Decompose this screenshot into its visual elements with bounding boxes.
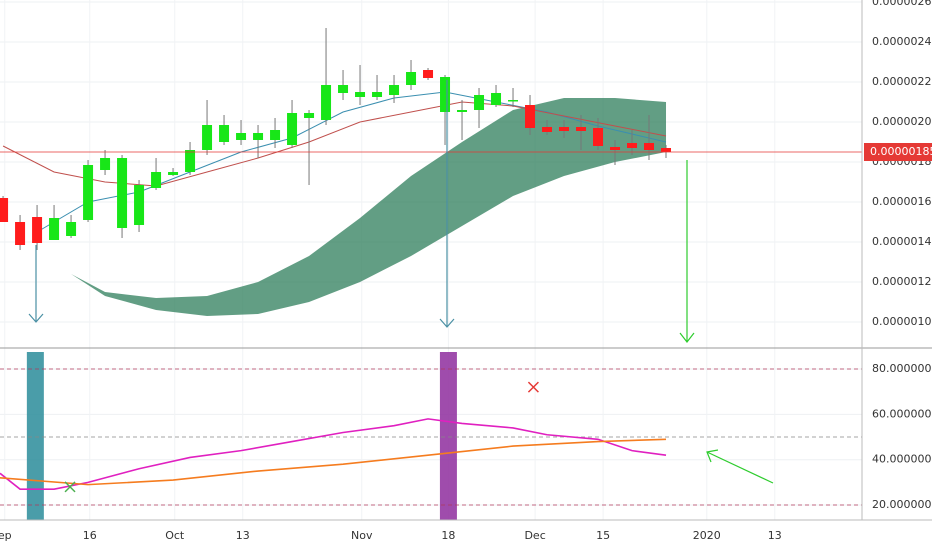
candle-body <box>15 222 26 245</box>
arrow <box>28 80 455 328</box>
arrow <box>679 160 774 484</box>
candle-body <box>559 127 570 131</box>
moving-average <box>2 101 667 187</box>
candle-body <box>576 127 587 131</box>
cross-marker <box>64 481 76 493</box>
candle-body <box>134 185 145 225</box>
candle-body <box>474 95 485 110</box>
candle-body <box>338 85 349 93</box>
candle-body <box>440 77 451 112</box>
x-tick-label: Nov <box>351 529 373 542</box>
indicator-line <box>0 438 667 486</box>
x-tick-label: Oct <box>165 529 185 542</box>
candle-body <box>236 133 247 140</box>
x-tick-label: 2020 <box>693 529 721 542</box>
y-tick-label: 0.00000140 <box>872 235 932 248</box>
x-tick-label: 18 <box>441 529 455 542</box>
candle-body <box>321 85 332 120</box>
price-label-box <box>864 143 932 161</box>
candle-body <box>117 158 128 228</box>
y-tick-label: 0.00000220 <box>872 75 932 88</box>
candle-body <box>168 172 179 175</box>
price-pane <box>0 28 862 316</box>
candle-body <box>355 92 366 97</box>
x-tick-label: 13 <box>236 529 250 542</box>
candle-body <box>661 148 672 152</box>
candle-body <box>49 218 60 240</box>
indicator-line <box>0 418 667 490</box>
candle-body <box>287 113 298 145</box>
candle-body <box>389 85 400 95</box>
candle-body <box>372 92 383 97</box>
x-tick-label: Dec <box>524 529 545 542</box>
candle-body <box>270 130 281 140</box>
candle-body <box>304 113 315 118</box>
price-label: 0.00000185 <box>870 145 932 158</box>
candle-body <box>32 217 43 243</box>
y-tick-label: 0.00000260 <box>872 0 932 8</box>
y-tick-label: 60.00000000 <box>872 407 932 420</box>
x-tick-label: ep <box>0 529 12 542</box>
cross-marker <box>527 381 539 393</box>
candle-body <box>185 150 196 172</box>
candle-body <box>508 100 519 102</box>
candle-body <box>100 158 111 170</box>
highlight-band <box>439 352 457 520</box>
y-tick-label: 0.00000120 <box>872 275 932 288</box>
candle-body <box>66 222 77 236</box>
y-tick-label: 20.00000000 <box>872 498 932 511</box>
cloud-band <box>37 98 667 316</box>
candle-body <box>423 70 434 78</box>
x-tick-label: 16 <box>83 529 97 542</box>
candle-body <box>457 110 468 112</box>
candle-body <box>406 72 417 85</box>
grid <box>0 0 862 520</box>
candle-body <box>253 133 264 140</box>
candle-body <box>627 143 638 148</box>
candle-body <box>0 198 9 222</box>
candle-body <box>525 105 536 128</box>
candle-body <box>151 172 162 188</box>
candle-body <box>610 147 621 150</box>
candle-body <box>644 143 655 150</box>
y-tick-label: 80.00000000 <box>872 362 932 375</box>
x-tick-label: 15 <box>596 529 610 542</box>
candle-body <box>491 93 502 105</box>
y-tick-label: 0.00000240 <box>872 35 932 48</box>
candle-body <box>219 125 230 142</box>
candle-body <box>593 128 604 146</box>
indicator-pane <box>0 352 862 520</box>
y-tick-label: 40.00000000 <box>872 453 932 466</box>
x-tick-label: 13 <box>768 529 782 542</box>
highlight-band <box>26 352 44 520</box>
candle-body <box>83 165 94 220</box>
candle-body <box>202 125 213 150</box>
y-tick-label: 0.00000200 <box>872 115 932 128</box>
candle-body <box>542 127 553 132</box>
y-tick-label: 0.00000160 <box>872 195 932 208</box>
y-tick-label: 0.00000100 <box>872 315 932 328</box>
